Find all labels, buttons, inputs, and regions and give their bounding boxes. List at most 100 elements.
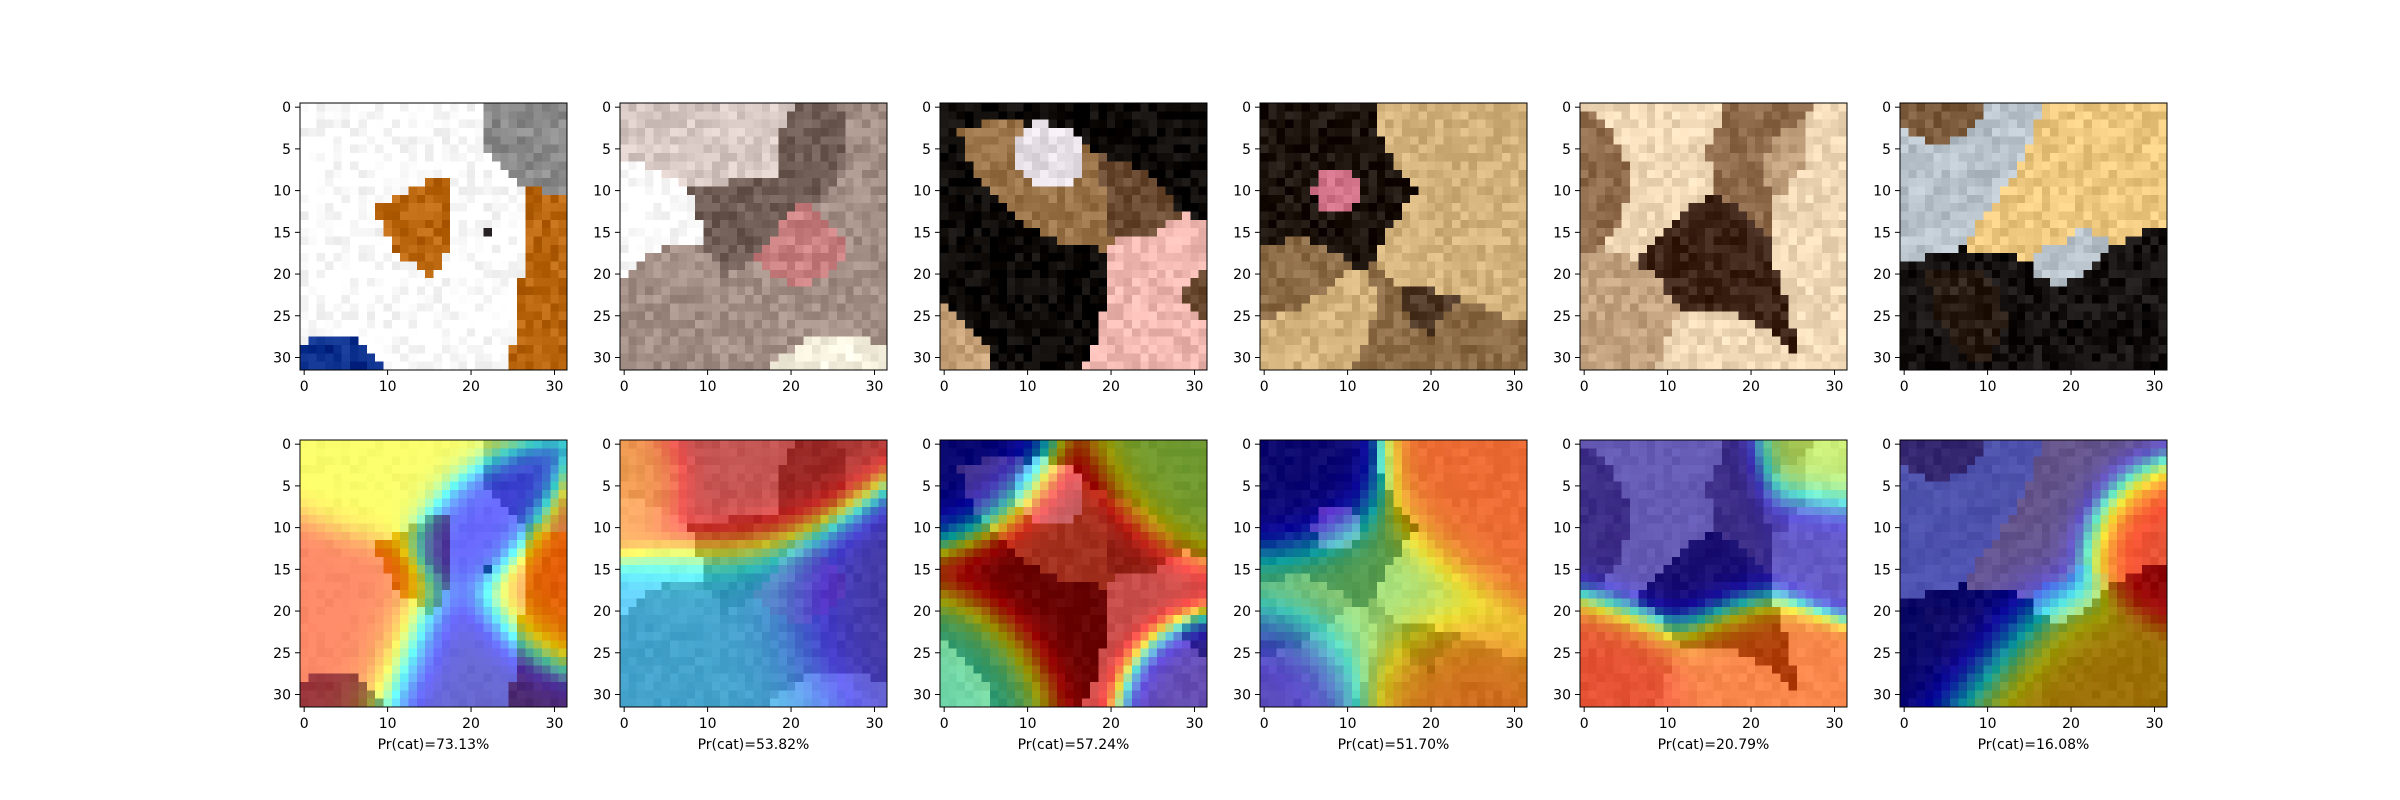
heatmap-overlay-5 <box>1580 440 1847 707</box>
y-tick-label: 5 <box>922 142 931 158</box>
y-tick-label: 15 <box>273 225 291 241</box>
x-tick-label: 10 <box>1019 716 1037 732</box>
y-tick-label: 0 <box>1242 437 1251 453</box>
y-tick-label: 20 <box>913 267 931 283</box>
y-tick-label: 20 <box>1233 267 1251 283</box>
panel-heatmap-1: 0 10 20 30 0 5 10 15 20 25 30 Pr(cat)=73.13% <box>273 437 568 753</box>
y-tick-label: 30 <box>1873 350 1891 366</box>
y-tick-label: 25 <box>273 309 291 325</box>
panel-image-2: 0 10 20 30 0 5 10 15 20 25 30 <box>593 100 888 395</box>
x-tick-label: 20 <box>2062 379 2080 395</box>
y-tick-label: 15 <box>1553 562 1571 578</box>
y-tick-label: 20 <box>593 267 611 283</box>
panel-heatmap-5: 0 10 20 30 0 5 10 15 20 25 30 Pr(cat)=20.79% <box>1553 437 1848 753</box>
x-tick-label: 10 <box>699 379 717 395</box>
y-tick-label: 5 <box>602 479 611 495</box>
input-image-5 <box>1580 103 1847 370</box>
y-tick-label: 30 <box>913 350 931 366</box>
y-tick-label: 0 <box>1242 100 1251 116</box>
input-image-4 <box>1260 103 1527 370</box>
probability-caption: Pr(cat)=57.24% <box>1018 737 1130 753</box>
heatmap-overlay-2 <box>620 440 887 707</box>
x-tick-label: 10 <box>1339 716 1357 732</box>
panel-heatmap-4: 0 10 20 30 0 5 10 15 20 25 30 Pr(cat)=51.70% <box>1233 437 1528 753</box>
y-tick-label: 10 <box>593 521 611 537</box>
y-tick-label: 20 <box>913 604 931 620</box>
y-tick-label: 0 <box>282 100 291 116</box>
y-tick-label: 15 <box>1233 225 1251 241</box>
y-tick-label: 30 <box>913 687 931 703</box>
x-tick-label: 0 <box>1900 379 1909 395</box>
panel-frame <box>1259 439 1528 708</box>
y-tick-label: 5 <box>282 142 291 158</box>
x-tick-label: 30 <box>866 716 884 732</box>
probability-caption: Pr(cat)=73.13% <box>378 737 490 753</box>
panel-frame <box>299 439 568 708</box>
y-tick-label: 25 <box>273 646 291 662</box>
panel-image-3: 0 10 20 30 0 5 10 15 20 25 30 <box>913 100 1208 395</box>
y-tick-label: 30 <box>1553 687 1571 703</box>
y-tick-label: 10 <box>273 184 291 200</box>
x-tick-label: 10 <box>379 379 397 395</box>
x-tick-label: 0 <box>300 379 309 395</box>
input-image-1 <box>300 103 567 370</box>
x-tick-label: 20 <box>782 716 800 732</box>
heatmap-overlay-6 <box>1900 440 2167 707</box>
probability-caption: Pr(cat)=20.79% <box>1658 737 1770 753</box>
x-tick-label: 10 <box>1979 379 1997 395</box>
panel-heatmap-3: 0 10 20 30 0 5 10 15 20 25 30 Pr(cat)=57.24% <box>913 437 1208 753</box>
x-tick-label: 20 <box>782 379 800 395</box>
panel-image-1: 0 10 20 30 0 5 10 15 20 25 30 <box>273 100 568 395</box>
y-tick-label: 30 <box>1553 350 1571 366</box>
y-tick-label: 25 <box>1553 646 1571 662</box>
y-tick-label: 30 <box>273 687 291 703</box>
y-tick-label: 10 <box>1233 521 1251 537</box>
y-tick-label: 10 <box>593 184 611 200</box>
x-tick-label: 20 <box>1422 716 1440 732</box>
y-tick-label: 5 <box>1882 479 1891 495</box>
x-tick-label: 30 <box>1186 716 1204 732</box>
x-tick-label: 0 <box>300 716 309 732</box>
panel-frame <box>1259 102 1528 371</box>
heatmap-overlay-3 <box>940 440 1207 707</box>
x-tick-label: 10 <box>1979 716 1997 732</box>
y-tick-label: 15 <box>913 562 931 578</box>
y-tick-label: 30 <box>1233 350 1251 366</box>
y-tick-label: 30 <box>273 350 291 366</box>
x-tick-label: 0 <box>1580 716 1589 732</box>
x-tick-label: 0 <box>1260 379 1269 395</box>
y-tick-label: 20 <box>1553 267 1571 283</box>
x-tick-label: 0 <box>1580 379 1589 395</box>
y-tick-label: 10 <box>1873 521 1891 537</box>
x-tick-label: 30 <box>2146 379 2164 395</box>
x-tick-label: 0 <box>940 716 949 732</box>
x-tick-label: 30 <box>546 716 564 732</box>
x-tick-label: 30 <box>1826 379 1844 395</box>
y-tick-label: 25 <box>1233 646 1251 662</box>
x-tick-label: 10 <box>699 716 717 732</box>
x-tick-label: 20 <box>1102 716 1120 732</box>
y-tick-label: 5 <box>1562 142 1571 158</box>
x-tick-label: 20 <box>462 379 480 395</box>
y-tick-label: 20 <box>273 604 291 620</box>
x-tick-label: 20 <box>462 716 480 732</box>
heatmap-overlay-1 <box>300 440 567 707</box>
y-tick-label: 0 <box>602 100 611 116</box>
y-tick-label: 25 <box>1553 309 1571 325</box>
y-tick-label: 25 <box>1873 646 1891 662</box>
y-tick-label: 20 <box>1233 604 1251 620</box>
panel-frame <box>1579 439 1848 708</box>
y-tick-label: 20 <box>273 267 291 283</box>
x-tick-label: 20 <box>1742 716 1760 732</box>
x-tick-label: 30 <box>1826 716 1844 732</box>
y-tick-label: 5 <box>602 142 611 158</box>
y-tick-label: 30 <box>593 687 611 703</box>
probability-caption: Pr(cat)=16.08% <box>1978 737 2090 753</box>
y-tick-label: 25 <box>1233 309 1251 325</box>
y-tick-label: 0 <box>1562 100 1571 116</box>
probability-caption: Pr(cat)=53.82% <box>698 737 810 753</box>
y-tick-label: 15 <box>913 225 931 241</box>
y-tick-label: 15 <box>1553 225 1571 241</box>
x-tick-label: 0 <box>620 379 629 395</box>
y-tick-label: 5 <box>1242 479 1251 495</box>
